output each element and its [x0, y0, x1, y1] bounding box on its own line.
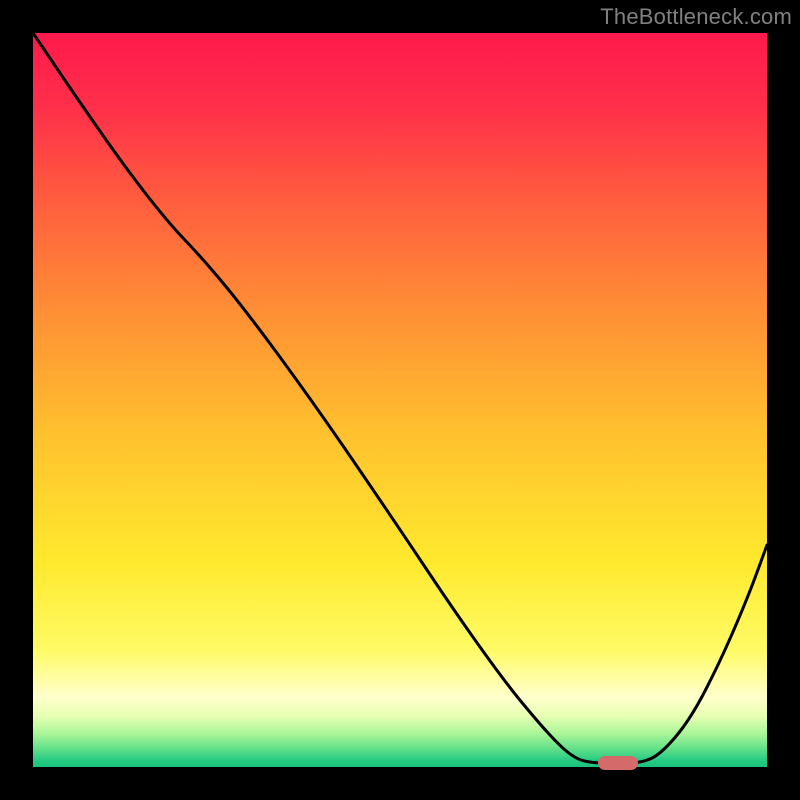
bottleneck-chart: [0, 0, 800, 800]
plot-background: [33, 33, 767, 767]
watermark-label: TheBottleneck.com: [600, 4, 792, 30]
optimal-point-marker: [598, 756, 638, 770]
chart-root: TheBottleneck.com: [0, 0, 800, 800]
